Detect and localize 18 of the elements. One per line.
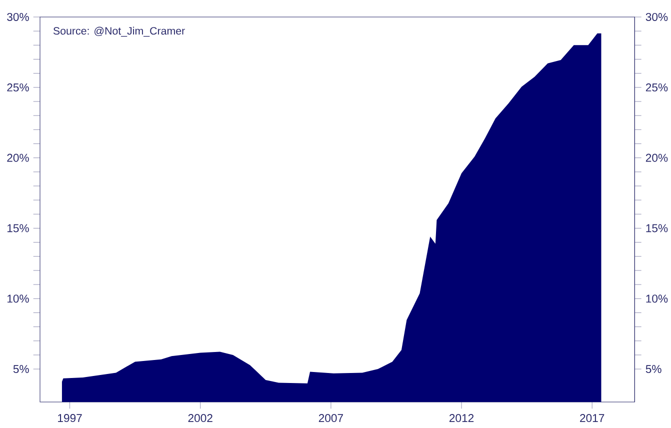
y-tick-label: 10% [646,294,668,303]
annotation: Source: @Not_Jim_Cramer [53,26,185,37]
x-tick-label: 2002 [188,414,212,422]
y2-tick-label: 25% [7,83,29,92]
x-tick-label: 2012 [449,414,474,422]
y2-tick-label: 5% [13,365,29,374]
y-tick-label: 30% [646,12,668,21]
y-tick-label: 5% [646,365,662,374]
y-tick-label: 15% [646,224,668,232]
y2-tick-label: 20% [7,154,29,162]
y2-tick-label: 30% [7,12,29,21]
x-tick-label: 2007 [318,414,343,422]
y2-tick-label: 15% [7,224,29,232]
y-tick-label: 25% [646,83,668,92]
x-tick-label: 1997 [58,414,82,422]
y-tick-label: 20% [646,154,668,162]
x-tick-label: 2017 [580,414,604,422]
y2-tick-label: 10% [7,294,29,303]
